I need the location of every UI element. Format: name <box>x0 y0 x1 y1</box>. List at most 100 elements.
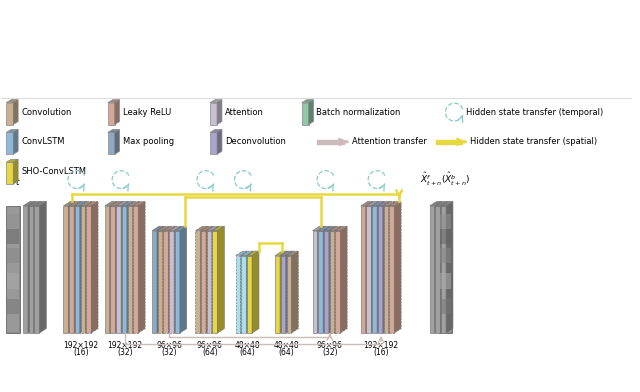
Text: 48×48: 48×48 <box>274 341 300 350</box>
Text: 192×192: 192×192 <box>364 341 399 350</box>
Polygon shape <box>241 251 253 256</box>
Polygon shape <box>301 100 314 103</box>
Polygon shape <box>446 201 453 333</box>
Polygon shape <box>285 251 292 333</box>
Text: Convolution: Convolution <box>21 107 72 116</box>
Polygon shape <box>63 206 68 333</box>
Text: (64): (64) <box>239 348 255 358</box>
Text: (64): (64) <box>202 348 218 358</box>
Polygon shape <box>378 206 383 333</box>
Polygon shape <box>318 231 323 333</box>
Polygon shape <box>371 201 378 333</box>
Polygon shape <box>210 132 217 154</box>
Text: (32): (32) <box>322 348 338 358</box>
Polygon shape <box>329 226 336 333</box>
Polygon shape <box>6 159 18 162</box>
Polygon shape <box>378 201 390 206</box>
Polygon shape <box>323 226 330 333</box>
Polygon shape <box>163 226 175 231</box>
Polygon shape <box>175 231 180 333</box>
Polygon shape <box>210 103 217 125</box>
Polygon shape <box>318 226 330 231</box>
Polygon shape <box>287 251 298 256</box>
Polygon shape <box>195 226 207 231</box>
Polygon shape <box>281 251 292 256</box>
Polygon shape <box>163 231 168 333</box>
Text: Deconvolution: Deconvolution <box>225 137 286 146</box>
Polygon shape <box>111 206 115 333</box>
Polygon shape <box>383 201 396 206</box>
Polygon shape <box>121 201 128 333</box>
Polygon shape <box>201 226 213 231</box>
Polygon shape <box>324 226 336 231</box>
Text: $X_t$: $X_t$ <box>6 172 20 187</box>
Polygon shape <box>91 201 98 333</box>
Text: (16): (16) <box>373 348 388 358</box>
Polygon shape <box>383 201 390 333</box>
Polygon shape <box>35 206 40 333</box>
Polygon shape <box>389 206 394 333</box>
Bar <box>6 206 20 333</box>
Polygon shape <box>105 206 109 333</box>
Polygon shape <box>109 201 116 333</box>
Polygon shape <box>335 226 342 333</box>
Polygon shape <box>241 251 248 333</box>
Text: (64): (64) <box>279 348 294 358</box>
Polygon shape <box>116 206 121 333</box>
Polygon shape <box>429 206 435 333</box>
Text: 48×48: 48×48 <box>234 341 260 350</box>
Polygon shape <box>169 226 181 231</box>
Polygon shape <box>29 201 40 206</box>
Bar <box>7 273 19 289</box>
Polygon shape <box>75 201 86 206</box>
Polygon shape <box>217 129 222 154</box>
Bar <box>440 273 451 289</box>
Polygon shape <box>180 226 187 333</box>
Polygon shape <box>68 201 76 333</box>
Polygon shape <box>367 201 378 206</box>
Polygon shape <box>81 201 92 206</box>
Polygon shape <box>383 206 388 333</box>
Bar <box>7 229 19 244</box>
Polygon shape <box>207 231 212 333</box>
Text: (32): (32) <box>117 348 132 358</box>
Polygon shape <box>127 206 132 333</box>
Polygon shape <box>108 100 120 103</box>
Polygon shape <box>75 206 80 333</box>
Polygon shape <box>287 256 291 333</box>
Text: Hidden state transfer (spatial): Hidden state transfer (spatial) <box>470 137 597 146</box>
Polygon shape <box>174 226 181 333</box>
Polygon shape <box>108 103 115 125</box>
Polygon shape <box>312 226 324 231</box>
Polygon shape <box>116 201 128 206</box>
Bar <box>7 214 19 229</box>
Polygon shape <box>212 226 224 231</box>
Text: Attention transfer: Attention transfer <box>352 137 427 146</box>
Polygon shape <box>377 201 384 333</box>
Text: Attention: Attention <box>225 107 264 116</box>
Polygon shape <box>435 201 447 206</box>
Polygon shape <box>247 251 259 256</box>
Text: Hidden state transfer (temporal): Hidden state transfer (temporal) <box>466 107 604 116</box>
Bar <box>7 207 19 332</box>
Polygon shape <box>207 226 219 231</box>
Polygon shape <box>108 132 115 154</box>
Polygon shape <box>435 201 442 333</box>
Polygon shape <box>275 251 287 256</box>
Polygon shape <box>236 256 241 333</box>
Polygon shape <box>335 226 347 231</box>
Text: Max pooling: Max pooling <box>122 137 173 146</box>
Polygon shape <box>40 201 46 333</box>
Polygon shape <box>372 201 384 206</box>
Polygon shape <box>324 231 329 333</box>
Polygon shape <box>175 226 187 231</box>
Polygon shape <box>388 201 396 333</box>
Polygon shape <box>152 226 164 231</box>
Polygon shape <box>246 251 253 333</box>
Polygon shape <box>169 231 174 333</box>
Polygon shape <box>218 226 224 333</box>
Polygon shape <box>163 226 170 333</box>
Polygon shape <box>394 201 401 333</box>
Polygon shape <box>252 251 259 333</box>
Polygon shape <box>81 206 86 333</box>
